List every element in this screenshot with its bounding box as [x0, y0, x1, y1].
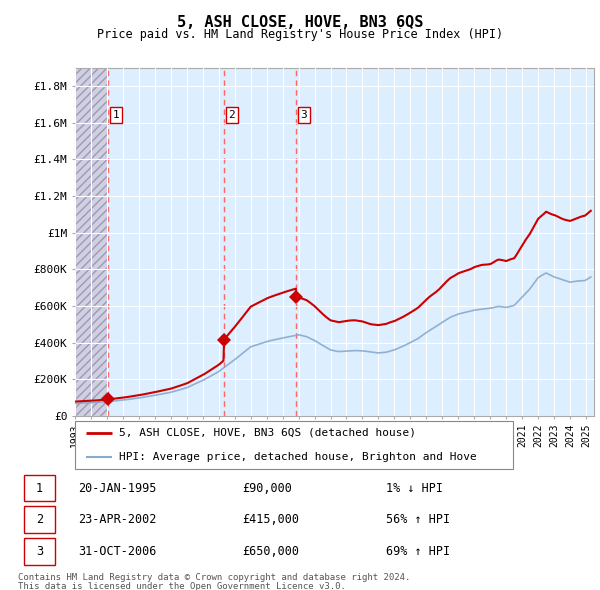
Text: £415,000: £415,000: [242, 513, 299, 526]
FancyBboxPatch shape: [23, 538, 55, 565]
Text: 3: 3: [36, 545, 43, 558]
Text: 1% ↓ HPI: 1% ↓ HPI: [386, 481, 443, 494]
Text: HPI: Average price, detached house, Brighton and Hove: HPI: Average price, detached house, Brig…: [119, 452, 476, 462]
Bar: [75, 68, 108, 416]
Text: 1: 1: [36, 481, 43, 494]
Text: 69% ↑ HPI: 69% ↑ HPI: [386, 545, 451, 558]
Text: 1: 1: [113, 110, 119, 120]
FancyBboxPatch shape: [23, 506, 55, 533]
Text: 2: 2: [229, 110, 235, 120]
Text: 3: 3: [301, 110, 307, 120]
Text: This data is licensed under the Open Government Licence v3.0.: This data is licensed under the Open Gov…: [18, 582, 346, 590]
FancyBboxPatch shape: [75, 421, 513, 469]
Text: £650,000: £650,000: [242, 545, 299, 558]
Text: £90,000: £90,000: [242, 481, 292, 494]
Text: Price paid vs. HM Land Registry's House Price Index (HPI): Price paid vs. HM Land Registry's House …: [97, 28, 503, 41]
Text: 5, ASH CLOSE, HOVE, BN3 6QS: 5, ASH CLOSE, HOVE, BN3 6QS: [177, 15, 423, 30]
Text: 5, ASH CLOSE, HOVE, BN3 6QS (detached house): 5, ASH CLOSE, HOVE, BN3 6QS (detached ho…: [119, 428, 416, 438]
Text: 56% ↑ HPI: 56% ↑ HPI: [386, 513, 451, 526]
Text: 20-JAN-1995: 20-JAN-1995: [78, 481, 157, 494]
FancyBboxPatch shape: [23, 475, 55, 502]
Text: Contains HM Land Registry data © Crown copyright and database right 2024.: Contains HM Land Registry data © Crown c…: [18, 573, 410, 582]
Text: 2: 2: [36, 513, 43, 526]
Text: 23-APR-2002: 23-APR-2002: [78, 513, 157, 526]
Text: 31-OCT-2006: 31-OCT-2006: [78, 545, 157, 558]
